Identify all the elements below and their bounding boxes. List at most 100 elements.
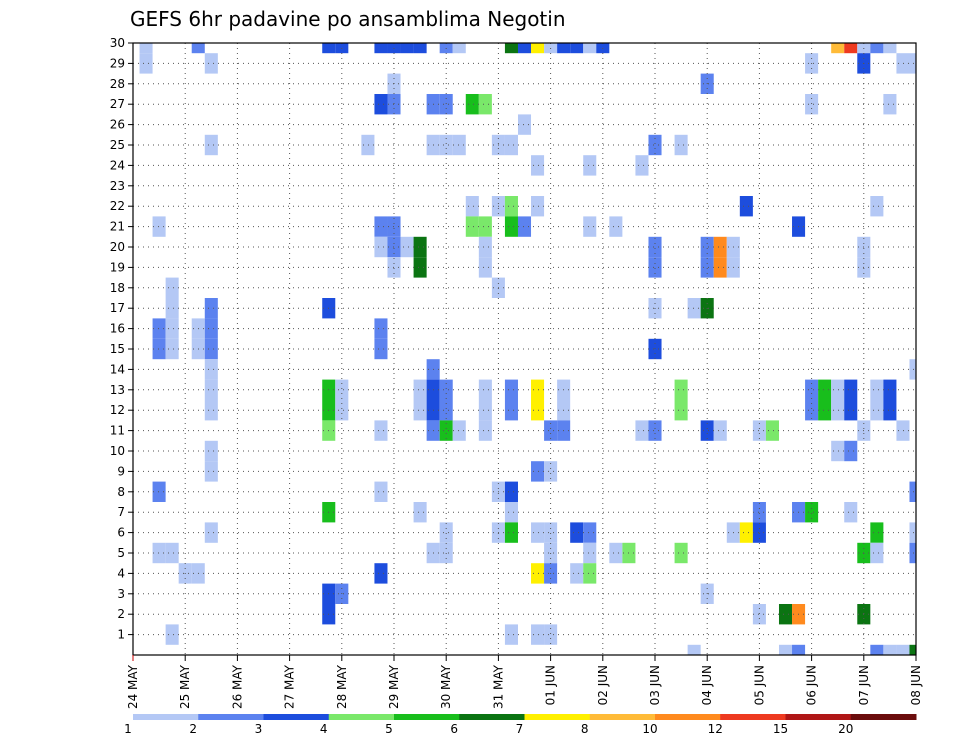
heatmap-cell [844, 379, 858, 400]
heatmap-cell [361, 134, 375, 156]
y-tick-label: 16 [110, 322, 125, 336]
heatmap-cell [517, 43, 532, 54]
heatmap-cell [531, 400, 545, 421]
heatmap-cell [165, 624, 179, 645]
heatmap-cell [896, 53, 910, 74]
heatmap-cell [844, 440, 858, 462]
x-tick-label: 28 MAY [335, 664, 349, 709]
heatmap-cell [439, 379, 453, 400]
heatmap-cell [778, 604, 793, 625]
heatmap-cell [504, 522, 518, 543]
heatmap-cell [883, 400, 897, 421]
y-tick-label: 23 [110, 179, 125, 193]
y-tick-label: 8 [117, 485, 125, 499]
colorbar-swatch [655, 714, 721, 720]
heatmap-cell [204, 134, 218, 156]
colorbar-label: 1 [124, 722, 132, 736]
heatmap-cell [504, 502, 518, 523]
y-tick-label: 22 [110, 199, 125, 213]
y-tick-label: 1 [117, 628, 125, 642]
heatmap-cell [909, 644, 916, 655]
heatmap-cell [465, 94, 479, 115]
heatmap-cell [439, 522, 453, 543]
colorbar-label: 20 [838, 722, 853, 736]
y-tick-label: 5 [117, 546, 125, 560]
colorbar-label: 10 [642, 722, 657, 736]
heatmap-cell [687, 644, 701, 655]
heatmap-cell [583, 43, 597, 54]
heatmap-cell [713, 420, 727, 441]
y-tick-label: 29 [110, 56, 125, 70]
heatmap-cell [896, 420, 910, 441]
x-tick-label: 01 JUN [544, 665, 558, 705]
heatmap-cell [531, 522, 545, 543]
heatmap-cell [531, 379, 545, 400]
x-tick-label: 27 MAY [283, 664, 297, 709]
heatmap-cell [831, 400, 845, 421]
heatmap-cell [191, 43, 205, 54]
heatmap-cell [204, 522, 218, 543]
heatmap-cell [805, 94, 819, 115]
heatmap-cell [439, 400, 453, 421]
heatmap-cell [909, 481, 916, 502]
heatmap-cell [374, 216, 388, 237]
y-tick-label: 26 [110, 118, 125, 132]
heatmap-cell [805, 379, 819, 400]
heatmap-cell [635, 155, 649, 176]
heatmap-cell [557, 43, 571, 54]
chart-title: GEFS 6hr padavine po ansamblima Negotin [130, 7, 566, 31]
heatmap-cell [504, 216, 518, 237]
heatmap-cell [674, 379, 688, 400]
x-tick-label: 31 MAY [491, 664, 505, 709]
heatmap-cell [831, 440, 845, 462]
heatmap-cell [204, 298, 218, 319]
heatmap-cell [478, 257, 492, 278]
heatmap-cell [648, 236, 662, 258]
heatmap-cell [883, 379, 897, 400]
heatmap-cell [387, 216, 401, 237]
heatmap-cell [713, 236, 727, 258]
heatmap-cell [165, 318, 179, 339]
heatmap-cell [452, 43, 466, 54]
y-tick-label: 14 [110, 362, 125, 376]
colorbar-swatch [394, 714, 460, 720]
heatmap-cell [204, 53, 218, 74]
heatmap-cell [387, 257, 401, 278]
heatmap-cell [478, 420, 492, 441]
y-tick-label: 18 [110, 281, 125, 295]
heatmap-cell [609, 542, 623, 564]
colorbar-swatch [459, 714, 525, 720]
heatmap-cell [700, 420, 714, 441]
heatmap-cell [583, 155, 597, 176]
heatmap-cell [831, 379, 845, 400]
y-tick-label: 19 [110, 260, 125, 274]
heatmap-cell [413, 257, 427, 278]
heatmap-cell [765, 420, 779, 441]
colorbar-label: 7 [516, 722, 524, 736]
x-tick-label: 05 JUN [752, 665, 766, 705]
heatmap-cell [752, 420, 766, 441]
colorbar-label: 12 [708, 722, 723, 736]
heatmap-cell [387, 236, 401, 258]
heatmap-cell [478, 379, 492, 400]
x-tick-label: 30 MAY [439, 664, 453, 709]
heatmap-cell [870, 542, 884, 564]
heatmap-cell [374, 94, 388, 115]
heatmap-cell [152, 338, 166, 360]
heatmap-cell [452, 420, 466, 441]
heatmap-cell [204, 440, 218, 462]
y-tick-label: 11 [110, 424, 125, 438]
heatmap-cell [739, 522, 753, 543]
heatmap-cell [504, 43, 518, 54]
y-tick-label: 17 [110, 301, 125, 315]
y-tick-label: 3 [117, 587, 125, 601]
heatmap-cell [204, 379, 218, 400]
heatmap-cell [517, 114, 532, 135]
heatmap-cell [374, 338, 388, 360]
heatmap-cell [374, 43, 388, 54]
heatmap-cell [870, 400, 884, 421]
heatmap-cell [531, 155, 545, 176]
heatmap-cell [165, 542, 179, 564]
x-tick-label: 02 JUN [596, 665, 610, 705]
